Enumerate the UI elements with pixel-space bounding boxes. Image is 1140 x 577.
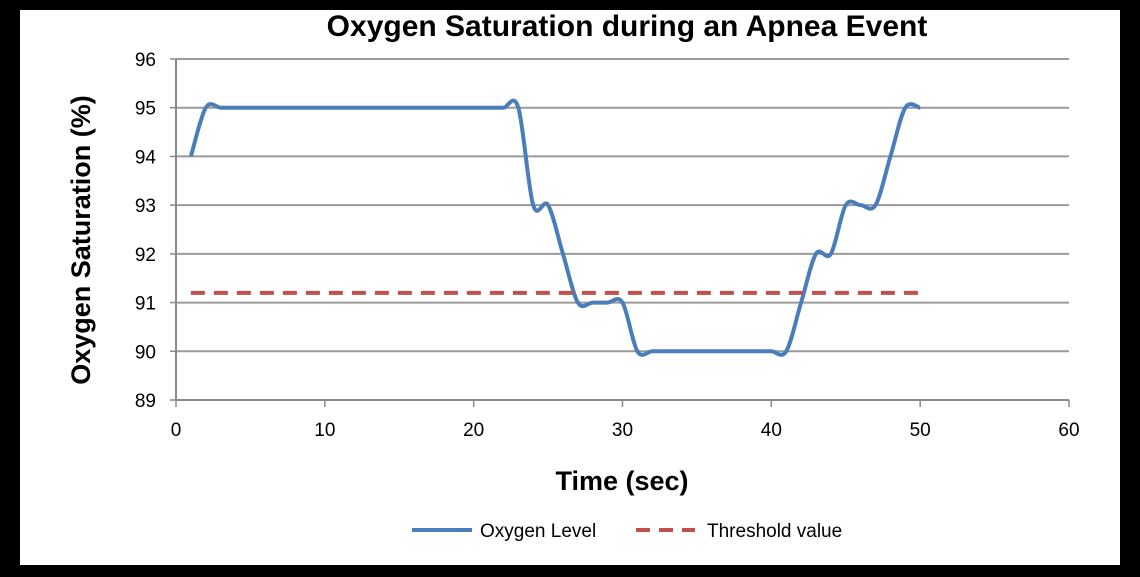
- x-tick-label: 20: [463, 420, 484, 441]
- y-tick-label: 96: [135, 50, 156, 71]
- x-tick-label: 60: [1058, 420, 1079, 441]
- y-tick-label: 95: [135, 99, 156, 120]
- chart-title: Oxygen Saturation during an Apnea Event: [327, 10, 928, 43]
- y-tick-label: 90: [135, 342, 156, 363]
- axis-layer: 89 90 91 92 93 94 95 96 0 10 20 30 40 50 60: [135, 50, 1080, 441]
- legend: Oxygen Level Threshold value: [412, 521, 842, 542]
- y-tick-label: 93: [135, 196, 156, 217]
- x-tick-label: 10: [314, 420, 335, 441]
- series-line-oxygen-level: [188, 98, 921, 357]
- chart-frame: Oxygen Saturation during an Apnea Event …: [20, 10, 1120, 565]
- series-layer: [188, 98, 921, 357]
- x-tick-label: 0: [171, 420, 182, 441]
- x-axis-title: Time (sec): [555, 466, 688, 496]
- x-tick-label: 40: [761, 420, 782, 441]
- legend-label: Oxygen Level: [480, 521, 596, 542]
- y-tick-label: 89: [135, 391, 156, 412]
- x-tick-label: 30: [612, 420, 633, 441]
- y-tick-label: 91: [135, 294, 156, 315]
- y-axis-title: Oxygen Saturation (%): [66, 95, 96, 385]
- x-tick-label: 50: [910, 420, 931, 441]
- y-tick-label: 94: [135, 147, 157, 168]
- legend-label: Threshold value: [707, 521, 842, 542]
- y-tick-label: 92: [135, 245, 156, 266]
- chart-svg: Oxygen Saturation during an Apnea Event …: [66, 10, 1080, 542]
